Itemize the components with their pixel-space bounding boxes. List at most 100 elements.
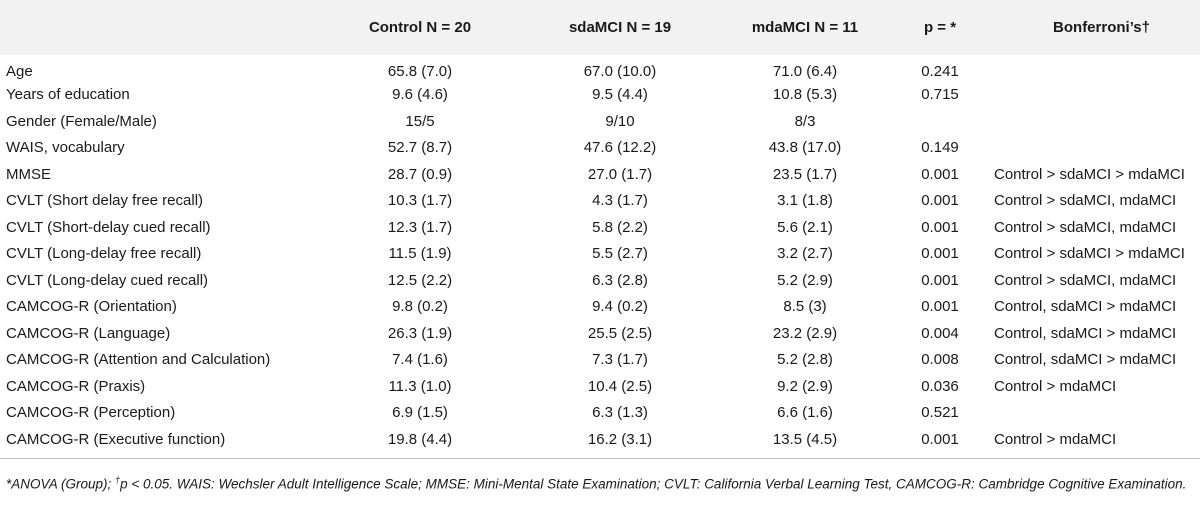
table-row: Gender (Female/Male) 15/5 9/10 8/3	[0, 108, 1200, 135]
cell-control: 65.8 (7.0)	[387, 62, 453, 80]
table-row: CVLT (Short delay free recall) 10.3 (1.7)…	[0, 188, 1200, 215]
footnote-dagger: †	[115, 475, 121, 485]
cell-label: CVLT (Long-delay cued recall)	[6, 271, 209, 289]
cell-control: 52.7 (8.7)	[387, 139, 453, 157]
cell-p: 0.001	[921, 165, 959, 183]
cell-control: 28.7 (0.9)	[387, 165, 453, 183]
table-row: MMSE 28.7 (0.9) 27.0 (1.7) 23.5 (1.7) 0.001 C…	[0, 161, 1200, 188]
cell-control: 12.5 (2.2)	[387, 271, 453, 289]
table-row: CAMCOG-R (Perception) 6.9 (1.5) 6.3 (1.3) 6…	[0, 400, 1200, 427]
table-row: WAIS, vocabulary 52.7 (8.7) 47.6 (12.2) 43.…	[0, 135, 1200, 162]
header-row: Control N = 20 sdaMCI N = 19 mdaMCI N = …	[0, 0, 1200, 55]
table-row: CAMCOG-R (Praxis) 11.3 (1.0) 10.4 (2.5) 9.2…	[0, 373, 1200, 400]
cell-p	[890, 108, 990, 135]
cell-p: 0.001	[921, 245, 959, 263]
cell-mdamci: 23.2 (2.9)	[772, 324, 838, 342]
cell-label: CAMCOG-R (Executive function)	[6, 430, 226, 448]
cell-label: MMSE	[6, 165, 51, 183]
table-row: CAMCOG-R (Language) 26.3 (1.9) 25.5 (2.5) 2…	[0, 320, 1200, 347]
cell-mdamci: 71.0 (6.4)	[772, 62, 838, 80]
cell-label: Gender (Female/Male)	[6, 112, 157, 130]
cell-sdamci: 25.5 (2.5)	[587, 324, 653, 342]
cell-control: 19.8 (4.4)	[387, 430, 453, 448]
table-row: CAMCOG-R (Orientation) 9.8 (0.2) 9.4 (0.2)…	[0, 294, 1200, 321]
cell-bonferroni: Control > sdaMCI, mdaMCI	[994, 271, 1177, 289]
cell-control: 6.9 (1.5)	[392, 404, 448, 422]
cell-sdamci: 9.5 (4.4)	[592, 86, 648, 104]
cell-sdamci: 47.6 (12.2)	[583, 139, 657, 157]
table-row: CVLT (Short-delay cued recall) 12.3 (1.7)…	[0, 214, 1200, 241]
table-body: Age 65.8 (7.0) 67.0 (10.0) 71.0 (6.4) 0.241 Y…	[0, 55, 1200, 453]
cell-mdamci: 9.2 (2.9)	[777, 377, 833, 395]
table-row: CVLT (Long-delay free recall) 11.5 (1.9) 5…	[0, 241, 1200, 268]
table-footnote: *ANOVA (Group); †p < 0.05. WAIS: Wechsle…	[6, 470, 1196, 495]
top-rule	[0, 0, 1200, 1]
cell-bonferroni	[990, 135, 1200, 162]
cell-p: 0.001	[921, 218, 959, 236]
cell-sdamci: 67.0 (10.0)	[583, 62, 657, 80]
cell-control: 11.3 (1.0)	[388, 377, 452, 395]
cell-sdamci: 6.3 (2.8)	[592, 271, 648, 289]
bottom-rule	[0, 458, 1200, 459]
cell-p: 0.241	[921, 62, 959, 80]
cell-bonferroni	[990, 108, 1200, 135]
header-p: p = *	[923, 19, 957, 36]
cell-label: Years of education	[6, 86, 130, 104]
table-row: CAMCOG-R (Attention and Calculation) 7.4 …	[0, 347, 1200, 374]
cell-bonferroni: Control > sdaMCI > mdaMCI	[994, 165, 1185, 183]
cell-mdamci: 5.2 (2.8)	[777, 351, 833, 369]
cell-p: 0.149	[921, 139, 959, 157]
results-table: Control N = 20 sdaMCI N = 19 mdaMCI N = …	[0, 0, 1200, 453]
cell-mdamci: 3.2 (2.7)	[777, 245, 833, 263]
cell-label: CAMCOG-R (Orientation)	[6, 298, 177, 316]
cell-mdamci: 5.2 (2.9)	[777, 271, 833, 289]
cell-mdamci: 10.8 (5.3)	[772, 86, 838, 104]
table-row: Age 65.8 (7.0) 67.0 (10.0) 71.0 (6.4) 0.241	[0, 55, 1200, 82]
cell-bonferroni: Control, sdaMCI > mdaMCI	[994, 298, 1177, 316]
cell-mdamci: 5.6 (2.1)	[777, 218, 833, 236]
header-bonferroni: Bonferroni’s†	[1053, 19, 1150, 36]
header-blank	[0, 0, 320, 55]
cell-p: 0.036	[921, 377, 959, 395]
cell-label: CAMCOG-R (Language)	[6, 324, 171, 342]
cell-bonferroni: Control, sdaMCI > mdaMCI	[994, 324, 1177, 342]
footnote-text: p < 0.05. WAIS: Wechsler Adult Intellige…	[120, 476, 1187, 492]
cell-bonferroni: Control > sdaMCI, mdaMCI	[994, 218, 1177, 236]
cell-sdamci: 9/10	[605, 112, 635, 130]
cell-bonferroni	[990, 82, 1200, 109]
cell-label: CAMCOG-R (Attention and Calculation)	[6, 351, 271, 369]
cell-label: CAMCOG-R (Perception)	[6, 404, 176, 422]
cell-bonferroni	[990, 55, 1200, 82]
cell-sdamci: 6.3 (1.3)	[592, 404, 648, 422]
table-row: CVLT (Long-delay cued recall) 12.5 (2.2) 6…	[0, 267, 1200, 294]
cell-sdamci: 27.0 (1.7)	[587, 165, 653, 183]
cell-sdamci: 16.2 (3.1)	[587, 430, 653, 448]
cell-sdamci: 5.8 (2.2)	[592, 218, 648, 236]
cell-label: CAMCOG-R (Praxis)	[6, 377, 146, 395]
cell-mdamci: 8.5 (3)	[783, 298, 827, 316]
cell-bonferroni: Control > sdaMCI > mdaMCI	[994, 245, 1185, 263]
cell-sdamci: 9.4 (0.2)	[592, 298, 648, 316]
cell-p: 0.001	[921, 430, 959, 448]
cell-control: 9.8 (0.2)	[392, 298, 448, 316]
cell-p: 0.008	[921, 351, 959, 369]
cell-bonferroni: Control > sdaMCI, mdaMCI	[994, 192, 1177, 210]
cell-control: 7.4 (1.6)	[392, 351, 448, 369]
cell-control: 12.3 (1.7)	[387, 218, 453, 236]
cell-control: 9.6 (4.6)	[392, 86, 448, 104]
cell-p: 0.001	[921, 271, 959, 289]
cell-p: 0.521	[921, 404, 959, 422]
cell-control: 26.3 (1.9)	[387, 324, 453, 342]
cell-mdamci: 3.1 (1.8)	[777, 192, 833, 210]
cell-control: 15/5	[405, 112, 435, 130]
header-control: Control N = 20	[368, 19, 472, 36]
cell-label: CVLT (Short delay free recall)	[6, 192, 204, 210]
cell-p: 0.004	[921, 324, 959, 342]
cell-mdamci: 23.5 (1.7)	[772, 165, 838, 183]
footnote-anova: *ANOVA (Group);	[6, 476, 116, 492]
cell-sdamci: 5.5 (2.7)	[592, 245, 648, 263]
cell-bonferroni: Control > mdaMCI	[994, 430, 1117, 448]
cell-mdamci: 13.5 (4.5)	[772, 430, 838, 448]
cell-sdamci: 4.3 (1.7)	[592, 192, 648, 210]
